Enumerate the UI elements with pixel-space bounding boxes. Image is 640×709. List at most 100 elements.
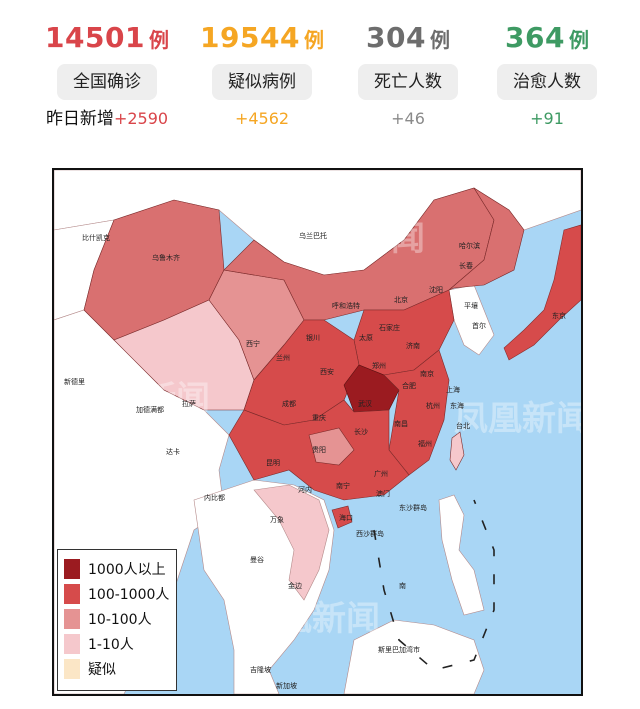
epidemic-map[interactable]: 凤凰新闻 凤凰新闻 凤凰新闻 凤凰新闻 IFENG NEWS IFENG NEW…: [52, 168, 583, 696]
label-beijing: 北京: [394, 295, 408, 304]
deaths-delta: +46: [391, 109, 425, 128]
legend-row-1: 1-10人: [64, 631, 170, 656]
watermark-en-1: IFENG NEWS: [304, 255, 355, 264]
watermark-2: 凤凰新闻: [74, 379, 210, 419]
suspected-delta: +4562: [234, 109, 290, 128]
label-bandar: 斯里巴加湾市: [378, 645, 420, 654]
stat-confirmed[interactable]: 14501 例 全国确诊 昨日新增+2590: [42, 18, 172, 130]
label-nanchang: 南昌: [394, 419, 408, 428]
label-xining: 西宁: [246, 339, 260, 348]
deaths-count: 304: [366, 21, 426, 54]
watermark-en-2: IFENG NEWS: [89, 415, 140, 424]
map-legend: 1000人以上 100-1000人 10-100人 1-10人 疑似: [57, 549, 177, 691]
label-pyongyang: 平壤: [464, 301, 478, 310]
legend-row-100: 100-1000人: [64, 581, 170, 606]
label-wuhan: 武汉: [358, 399, 372, 408]
legend-label-10: 10-100人: [88, 611, 152, 628]
label-vientiane: 万象: [270, 515, 284, 524]
label-seoul: 首尔: [472, 321, 486, 330]
stat-deaths[interactable]: 304 例 死亡人数 +46: [343, 18, 473, 130]
label-jinan: 济南: [406, 341, 420, 350]
region-taiwan: [449, 431, 465, 471]
stat-suspected[interactable]: 19544 例 疑似病例 +4562: [197, 18, 327, 130]
stats-panel: 14501 例 全国确诊 昨日新增+2590 19544 例 疑似病例 +4562 …: [0, 0, 640, 140]
cured-count: 364: [505, 21, 565, 54]
label-xian: 西安: [320, 367, 334, 376]
label-haikou: 海口: [339, 513, 353, 522]
watermark-1: 凤凰新闻: [289, 219, 425, 259]
label-tokyo: 东京: [552, 311, 566, 320]
legend-label-1000: 1000人以上: [88, 561, 166, 578]
label-dhaka: 达卡: [166, 447, 180, 456]
label-guangzhou: 广州: [374, 469, 388, 478]
label-bangkok: 曼谷: [250, 555, 264, 564]
label-changsha: 长沙: [354, 427, 368, 436]
land-korea: [448, 284, 495, 356]
label-changchun: 长春: [459, 261, 473, 270]
legend-label-1: 1-10人: [88, 636, 134, 653]
label-new-delhi: 新德里: [64, 377, 85, 386]
confirmed-label: 全国确诊: [57, 64, 157, 100]
confirmed-count: 14501: [45, 21, 145, 54]
label-singapore: 新加坡: [276, 681, 297, 690]
label-east-china-sea: 东海: [450, 401, 464, 410]
deaths-label: 死亡人数: [358, 64, 458, 100]
label-chengdu: 成都: [282, 399, 296, 408]
land-japan: [503, 224, 581, 361]
watermark-4: 凤凰新闻: [244, 599, 380, 639]
legend-row-1000: 1000人以上: [64, 556, 170, 581]
region-guizhou: [308, 427, 355, 466]
label-lanzhou: 兰州: [276, 353, 290, 362]
label-xisha: 西沙群岛: [356, 529, 384, 538]
label-shijiazhuang: 石家庄: [379, 323, 400, 332]
label-taiyuan: 太原: [359, 333, 373, 342]
legend-swatch-1: [64, 633, 80, 654]
confirmed-delta: +2590: [113, 109, 169, 128]
cured-label: 治愈人数: [497, 64, 597, 100]
label-naypyidaw: 内比都: [204, 493, 225, 502]
label-kuala-lumpur: 吉隆坡: [250, 665, 271, 674]
label-hanoi: 河内: [298, 485, 312, 494]
suspected-label: 疑似病例: [212, 64, 312, 100]
legend-swatch-1000: [64, 558, 80, 579]
legend-swatch-100: [64, 583, 80, 604]
label-fuzhou: 福州: [418, 439, 432, 448]
stat-cured[interactable]: 364 例 治愈人数 +91: [482, 18, 612, 130]
label-macau: 澳门: [376, 489, 390, 498]
land-borneo: [343, 619, 485, 694]
label-hefei: 合肥: [402, 381, 416, 390]
label-dongsha: 东沙群岛: [399, 503, 427, 512]
label-hohhot: 呼和浩特: [332, 301, 360, 310]
confirmed-unit: 例: [148, 28, 169, 52]
label-shenyang: 沈阳: [429, 285, 443, 294]
label-guiyang: 贵阳: [312, 445, 326, 454]
legend-row-10: 10-100人: [64, 606, 170, 631]
region-east-coast: [383, 349, 450, 476]
legend-label-suspected: 疑似: [88, 661, 116, 678]
label-nansha: 南: [399, 581, 406, 590]
watermark-3: 凤凰新闻: [454, 399, 581, 439]
deaths-unit: 例: [429, 28, 450, 52]
label-bishkek: 比什凯克: [82, 233, 110, 242]
label-lhasa: 拉萨: [182, 399, 196, 408]
region-northeast: [448, 187, 525, 291]
label-phnom-penh: 金边: [288, 581, 302, 590]
suspected-count: 19544: [200, 21, 300, 54]
legend-row-suspected: 疑似: [64, 656, 170, 681]
region-hainan: [331, 505, 353, 529]
legend-swatch-10: [64, 608, 80, 629]
suspected-unit: 例: [303, 28, 324, 52]
land-philippines: [438, 494, 485, 616]
label-zhengzhou: 郑州: [372, 362, 386, 370]
label-urumqi: 乌鲁木齐: [152, 253, 180, 262]
label-harbin: 哈尔滨: [459, 241, 480, 250]
label-yinchuan: 银川: [306, 333, 320, 342]
label-kunming: 昆明: [266, 459, 280, 467]
cured-delta: +91: [530, 109, 564, 128]
legend-swatch-suspected: [64, 658, 80, 679]
label-shanghai: 上海: [446, 385, 460, 394]
city-labels: 乌鲁木齐 乌兰巴托 哈尔滨 长春 沈阳 呼和浩特 北京 石家庄 太原 济南 西宁…: [64, 231, 566, 690]
label-nanjing: 南京: [420, 369, 434, 378]
label-hangzhou: 杭州: [426, 401, 440, 410]
cured-unit: 例: [568, 28, 589, 52]
